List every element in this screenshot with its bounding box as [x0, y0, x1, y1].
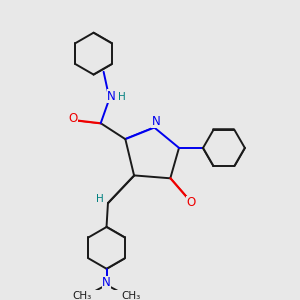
- Text: CH₃: CH₃: [72, 291, 92, 300]
- Text: O: O: [68, 112, 77, 125]
- Text: N: N: [152, 115, 160, 128]
- Text: N: N: [102, 276, 111, 289]
- Text: H: H: [96, 194, 104, 205]
- Text: H: H: [118, 92, 125, 102]
- Text: O: O: [187, 196, 196, 209]
- Text: N: N: [107, 90, 116, 103]
- Text: CH₃: CH₃: [122, 291, 141, 300]
